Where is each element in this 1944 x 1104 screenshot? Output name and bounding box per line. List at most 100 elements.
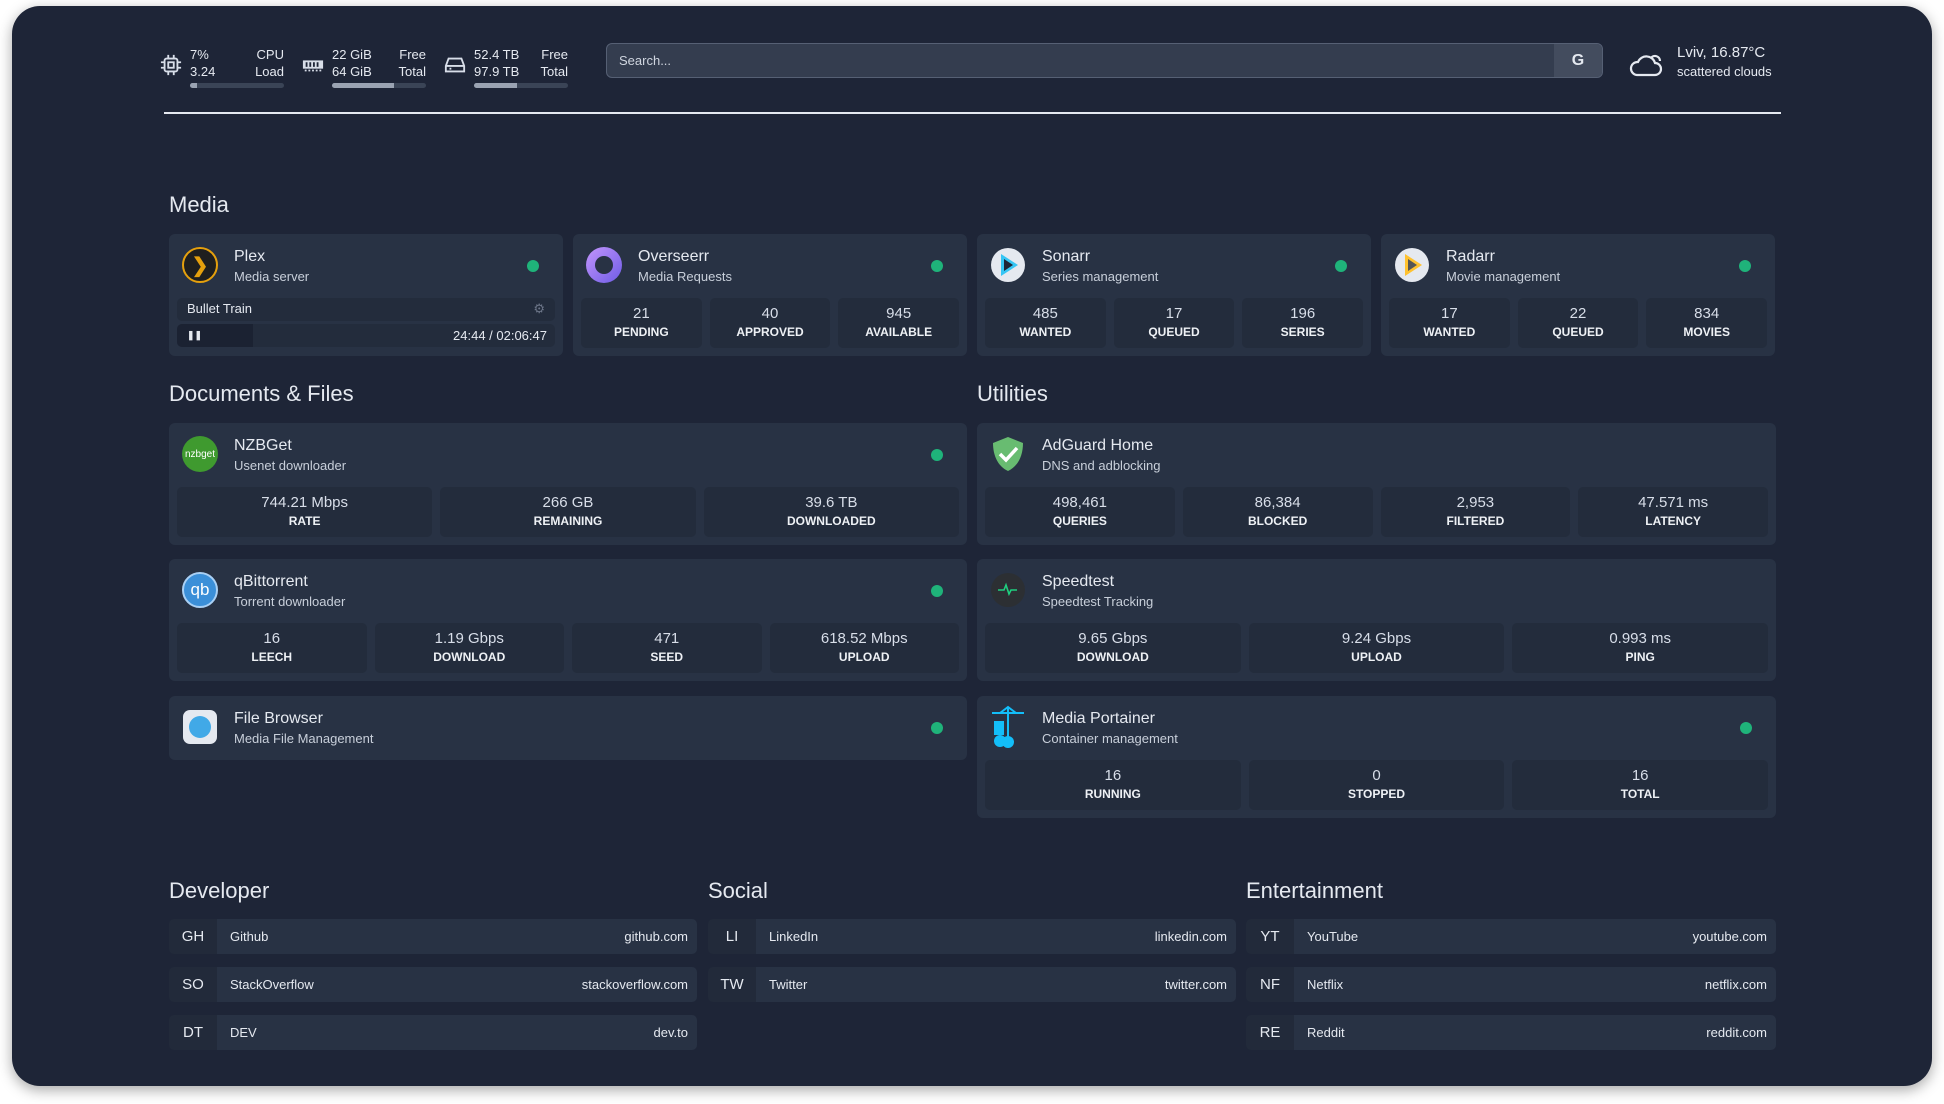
bookmark-link[interactable]: Netflix netflix.com — [1294, 967, 1776, 1002]
bookmark-abbr: DT — [169, 1015, 217, 1050]
stat-value: 86,384 — [1254, 494, 1301, 511]
stat-value: 47.571 ms — [1638, 494, 1709, 511]
bookmark-linkedin[interactable]: LI LinkedIn linkedin.com — [708, 919, 1236, 954]
bookmark-name: LinkedIn — [769, 929, 819, 944]
service-card-qbittorrent[interactable]: qb qBittorrent Torrent downloader 16 LEECH 1.… — [169, 559, 967, 681]
service-card-plex[interactable]: ❯ Plex Media server Bullet Train ⚙ ❚❚ 24:44 / … — [169, 234, 563, 356]
service-card-media-portainer[interactable]: Media Portainer Container management 16 RUN… — [977, 696, 1776, 818]
status-indicator — [931, 449, 943, 461]
bookmark-name: StackOverflow — [230, 977, 314, 992]
bookmark-twitter[interactable]: TW Twitter twitter.com — [708, 967, 1236, 1002]
stat-value: 1.19 Gbps — [434, 630, 504, 647]
stat-block: 744.21 Mbps RATE — [177, 487, 433, 537]
load-label: Load — [255, 64, 284, 79]
stat-label: STOPPED — [1347, 787, 1406, 801]
settings-icon[interactable]: ⚙ — [533, 301, 545, 316]
bookmark-url: twitter.com — [1164, 977, 1227, 992]
stat-label: RUNNING — [1084, 787, 1141, 801]
stat-label: LATENCY — [1645, 514, 1702, 528]
stat-block: 196 SERIES — [1242, 298, 1364, 348]
bookmark-netflix[interactable]: NF Netflix netflix.com — [1246, 967, 1776, 1002]
service-description: Usenet downloader — [234, 458, 347, 473]
group-title-social: Social — [708, 878, 768, 903]
bookmark-youtube[interactable]: YT YouTube youtube.com — [1246, 919, 1776, 954]
service-description: Container management — [1042, 731, 1178, 746]
disk-icon — [444, 57, 466, 73]
stat-value: 196 — [1290, 305, 1316, 322]
playback-progress-bar[interactable]: ❚❚ 24:44 / 02:06:47 — [177, 324, 555, 347]
service-card-adguard-home[interactable]: AdGuard Home DNS and adblocking 498,461 QUE… — [977, 423, 1776, 545]
bookmark-stackoverflow[interactable]: SO StackOverflow stackoverflow.com — [169, 967, 697, 1002]
status-indicator — [1740, 722, 1752, 734]
stat-block: 0 STOPPED — [1248, 760, 1505, 810]
status-indicator — [931, 722, 943, 734]
service-card-file-browser[interactable]: File Browser Media File Management — [169, 696, 967, 760]
now-playing-title: Bullet Train — [187, 301, 253, 316]
service-card-radarr[interactable]: Radarr Movie management 17 WANTED 22 QUEUED 83… — [1381, 234, 1775, 356]
stat-block: 834 MOVIES — [1646, 298, 1768, 348]
disk-widget: 52.4 TB 97.9 TB Free Total — [444, 46, 568, 88]
service-name: Speedtest — [1042, 573, 1115, 590]
stat-block: 16 LEECH — [177, 623, 367, 673]
bookmark-abbr: SO — [169, 967, 217, 1002]
stat-label: UPLOAD — [1351, 650, 1402, 664]
stat-block: 1.19 Gbps DOWNLOAD — [374, 623, 564, 673]
stat-value: 16 — [1104, 767, 1122, 784]
stat-label: DOWNLOAD — [1076, 650, 1149, 664]
bookmark-github[interactable]: GH Github github.com — [169, 919, 697, 954]
bookmark-name: DEV — [230, 1025, 257, 1040]
stat-block: 86,384 BLOCKED — [1182, 487, 1373, 537]
bookmark-url: dev.to — [653, 1025, 688, 1040]
memory-total: 64 GiB — [332, 64, 372, 79]
stat-block: 2,953 FILTERED — [1380, 487, 1571, 537]
bookmark-reddit[interactable]: RE Reddit reddit.com — [1246, 1015, 1776, 1050]
status-indicator — [527, 260, 539, 272]
bookmark-link[interactable]: LinkedIn linkedin.com — [756, 919, 1236, 954]
bookmark-url: github.com — [624, 929, 688, 944]
search-input[interactable] — [607, 44, 1554, 77]
dashboard-window: 7% 3.24 CPU Load 22 GiB 64 GiB Free Total 52.4… — [12, 6, 1932, 1086]
group-title-media: Media — [169, 192, 229, 217]
bookmark-link[interactable]: Github github.com — [217, 919, 697, 954]
bookmark-abbr: LI — [708, 919, 756, 954]
service-stats: 9.65 Gbps DOWNLOAD 9.24 Gbps UPLOAD 0.993 ms… — [985, 623, 1769, 673]
bookmark-url: reddit.com — [1706, 1025, 1767, 1040]
search-provider-button[interactable]: G — [1554, 44, 1602, 77]
service-card-sonarr[interactable]: Sonarr Series management 485 WANTED 17 QUEUED… — [977, 234, 1371, 356]
stat-value: 40 — [761, 305, 779, 322]
filebrowser-icon — [181, 708, 219, 746]
group-title-docs: Documents & Files — [169, 381, 354, 406]
bookmark-link[interactable]: Twitter twitter.com — [756, 967, 1236, 1002]
service-card-nzbget[interactable]: nzbget NZBGet Usenet downloader 744.21 Mbps… — [169, 423, 967, 545]
stat-label: TOTAL — [1620, 787, 1660, 801]
stat-label: WANTED — [1019, 325, 1072, 339]
bookmark-link[interactable]: Reddit reddit.com — [1294, 1015, 1776, 1050]
stat-value: 9.65 Gbps — [1078, 630, 1148, 647]
service-card-overseerr[interactable]: Overseerr Media Requests 21 PENDING 40 APPROV… — [573, 234, 967, 356]
service-card-speedtest[interactable]: Speedtest Speedtest Tracking 9.65 Gbps DOWN… — [977, 559, 1776, 681]
service-name: Radarr — [1446, 248, 1495, 265]
service-stats: 21 PENDING 40 APPROVED 945 AVAILABLE — [581, 298, 960, 348]
bookmark-abbr: GH — [169, 919, 217, 954]
bookmark-dev[interactable]: DT DEV dev.to — [169, 1015, 697, 1050]
stat-label: SEED — [650, 650, 684, 664]
bookmark-link[interactable]: YouTube youtube.com — [1294, 919, 1776, 954]
memory-bar — [332, 83, 426, 88]
disk-total: 97.9 TB — [474, 64, 520, 79]
free-label: Free — [399, 47, 426, 62]
bookmark-abbr: NF — [1246, 967, 1294, 1002]
bookmark-url: youtube.com — [1692, 929, 1767, 944]
status-indicator — [1335, 260, 1347, 272]
pause-icon[interactable]: ❚❚ — [187, 330, 203, 340]
stat-block: 16 TOTAL — [1512, 760, 1769, 810]
service-name: File Browser — [234, 710, 323, 727]
stat-value: 744.21 Mbps — [261, 494, 349, 511]
service-stats: 17 WANTED 22 QUEUED 834 MOVIES — [1389, 298, 1768, 348]
bookmark-link[interactable]: DEV dev.to — [217, 1015, 697, 1050]
bookmark-name: Netflix — [1307, 977, 1344, 992]
bookmark-link[interactable]: StackOverflow stackoverflow.com — [217, 967, 697, 1002]
stat-label: QUEUED — [1148, 325, 1200, 339]
service-stats: 16 LEECH 1.19 Gbps DOWNLOAD 471 SEED 618.52 Mb… — [177, 623, 959, 673]
group-title-entertainment: Entertainment — [1246, 878, 1383, 903]
bookmark-abbr: TW — [708, 967, 756, 1002]
